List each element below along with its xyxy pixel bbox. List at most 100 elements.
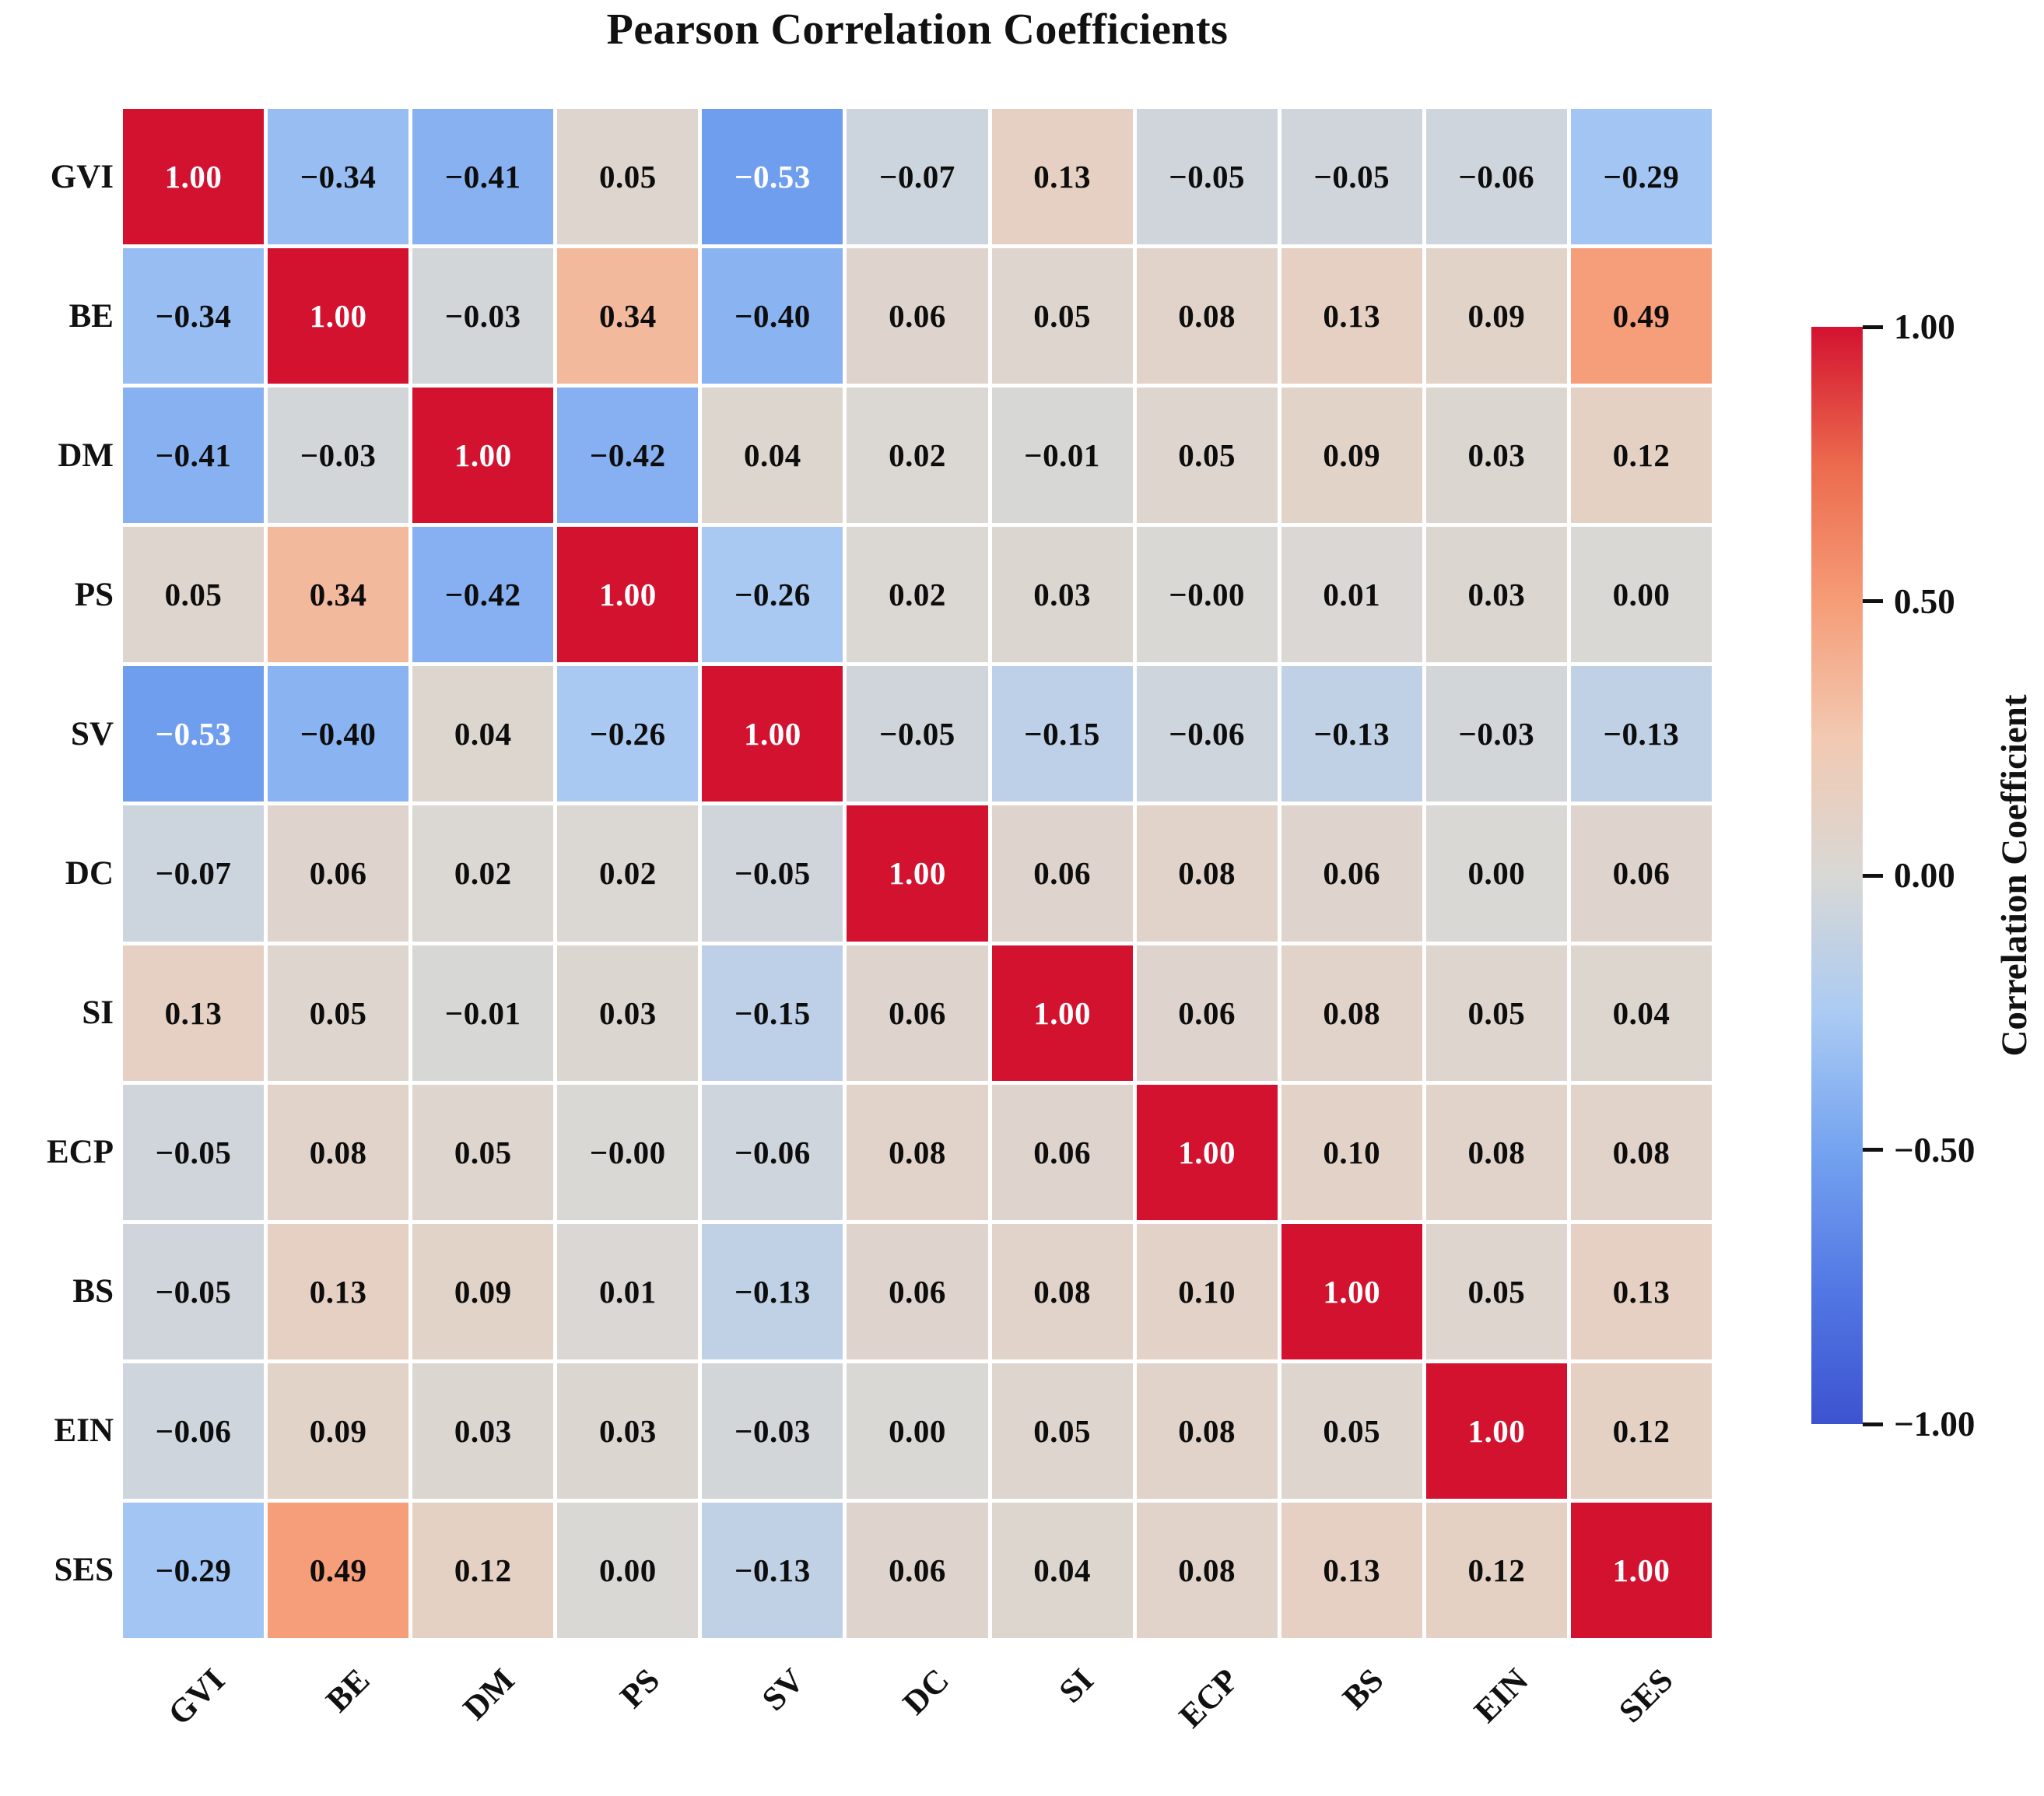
cell-value: −0.03 (444, 298, 521, 335)
heatmap-cell: 0.05 (268, 945, 409, 1081)
cell-value: 0.05 (164, 577, 223, 613)
cell-value: 0.01 (1323, 577, 1381, 613)
cell-value: 0.02 (889, 437, 946, 474)
cell-value: 0.05 (1323, 1412, 1381, 1449)
cell-value: −0.13 (1313, 716, 1390, 752)
heatmap-cell: 0.13 (268, 1223, 409, 1359)
heatmap-cell: 0.08 (268, 1084, 409, 1220)
heatmap-cell: 1.00 (1570, 1502, 1712, 1638)
cell-value: −0.05 (1313, 159, 1390, 195)
cell-value: 0.03 (1033, 577, 1091, 613)
heatmap-cell: 0.00 (1570, 527, 1712, 663)
cell-value: 0.00 (1467, 855, 1526, 892)
heatmap-cell: 0.06 (847, 1502, 988, 1638)
heatmap-cell: −0.34 (123, 248, 265, 384)
cell-value: 0.06 (1033, 855, 1091, 892)
cell-value: 0.06 (1033, 1134, 1091, 1170)
heatmap-grid: 1.00 −0.34 −0.41 0.05 −0.53 −0.07 0.13 −0.05 −0.… (123, 109, 1712, 1638)
heatmap-cell: 0.06 (847, 1223, 988, 1359)
colorbar-tick (1863, 324, 1883, 329)
cell-value: −0.26 (735, 577, 811, 613)
cell-value: −0.26 (590, 716, 666, 752)
heatmap-cell: −0.40 (702, 248, 843, 384)
cell-value: 0.08 (889, 1134, 946, 1170)
heatmap-cell: 0.06 (268, 805, 409, 942)
row-label-ecp: ECP (47, 1134, 114, 1171)
col-label-sv: SV (755, 1661, 812, 1718)
heatmap-cell: 0.08 (1570, 1084, 1712, 1220)
heatmap-cell: 1.00 (702, 666, 843, 802)
cell-value: 0.08 (1178, 855, 1236, 892)
cell-value: 1.00 (598, 577, 657, 613)
heatmap-cell: 0.01 (1281, 527, 1422, 663)
colorbar-tick (1863, 599, 1883, 603)
colorbar-axis-label: Correlation Coefficient (1994, 694, 2035, 1057)
cell-value: 0.09 (309, 1412, 367, 1449)
row-label-si: SI (82, 994, 114, 1032)
heatmap-cell: 0.06 (1570, 805, 1712, 942)
cell-value: 0.05 (309, 994, 367, 1031)
heatmap-cell: 0.06 (847, 248, 988, 384)
cell-value: 0.08 (1323, 994, 1381, 1031)
heatmap-cell: 0.12 (1570, 388, 1712, 524)
heatmap-cell: −0.53 (702, 109, 843, 245)
heatmap-cell: −0.26 (702, 527, 843, 663)
colorbar-tick-label: −0.50 (1894, 1130, 1976, 1170)
heatmap-cell: 0.08 (1136, 805, 1278, 942)
cell-value: 0.08 (1033, 1273, 1091, 1310)
cell-value: 0.08 (309, 1134, 367, 1170)
heatmap-cell: −0.13 (702, 1502, 843, 1638)
heatmap-cell: 0.05 (991, 248, 1133, 384)
heatmap-cell: 0.00 (1425, 805, 1567, 942)
cell-value: 0.09 (454, 1273, 512, 1310)
cell-value: −0.05 (155, 1134, 232, 1170)
colorbar-tick-label: 0.00 (1894, 856, 1955, 895)
cell-value: 0.06 (889, 994, 946, 1031)
heatmap-cell: −0.41 (412, 109, 554, 245)
cell-value: 0.12 (454, 1552, 512, 1588)
heatmap-cell: 0.08 (1136, 248, 1278, 384)
cell-value: 0.13 (1323, 298, 1381, 335)
heatmap-cell: −0.01 (412, 945, 554, 1081)
colorbar-tick (1863, 873, 1883, 878)
cell-value: 0.06 (309, 855, 367, 892)
col-label-ein: EIN (1467, 1661, 1536, 1731)
cell-value: −0.13 (1603, 716, 1680, 752)
heatmap-cell: 0.13 (1281, 1502, 1422, 1638)
row-label-gvi: GVI (50, 158, 114, 195)
heatmap-cell: −0.06 (1136, 666, 1278, 802)
heatmap-cell: −0.07 (123, 805, 265, 942)
heatmap-cell: 0.04 (702, 388, 843, 524)
heatmap-cell: −0.13 (1570, 666, 1712, 802)
cell-value: −0.05 (879, 716, 955, 752)
cell-value: 0.02 (889, 577, 946, 613)
col-label-si: SI (1053, 1661, 1102, 1710)
heatmap-cell: 0.08 (847, 1084, 988, 1220)
cell-value: 0.10 (1178, 1273, 1236, 1310)
row-label-sv: SV (71, 715, 114, 752)
col-label-be: BE (319, 1661, 377, 1720)
heatmap-cell: 0.34 (268, 527, 409, 663)
heatmap-cell: 0.00 (847, 1363, 988, 1499)
chart-title: Pearson Correlation Coefficients (606, 5, 1229, 54)
cell-value: −0.05 (1169, 159, 1245, 195)
cell-value: 0.12 (1467, 1552, 1526, 1588)
cell-value: 0.05 (454, 1134, 512, 1170)
colorbar-tick-label: 1.00 (1894, 307, 1955, 346)
heatmap-cell: 1.00 (991, 945, 1133, 1081)
heatmap-cell: 0.34 (557, 248, 699, 384)
heatmap-cell: 0.02 (412, 805, 554, 942)
cell-value: 0.02 (454, 855, 512, 892)
heatmap-cell: −0.29 (1570, 109, 1712, 245)
cell-value: 0.06 (889, 1552, 946, 1588)
heatmap-cell: 0.03 (557, 1363, 699, 1499)
cell-value: 1.00 (1323, 1273, 1381, 1310)
heatmap-cell: −0.13 (702, 1223, 843, 1359)
cell-value: 0.03 (598, 994, 657, 1031)
cell-value: −0.06 (735, 1134, 811, 1170)
heatmap-cell: 0.05 (1425, 1223, 1567, 1359)
cell-value: 0.03 (454, 1412, 512, 1449)
row-label-ps: PS (74, 576, 114, 613)
heatmap-cell: −0.05 (1281, 109, 1422, 245)
heatmap-cell: 0.13 (991, 109, 1133, 245)
